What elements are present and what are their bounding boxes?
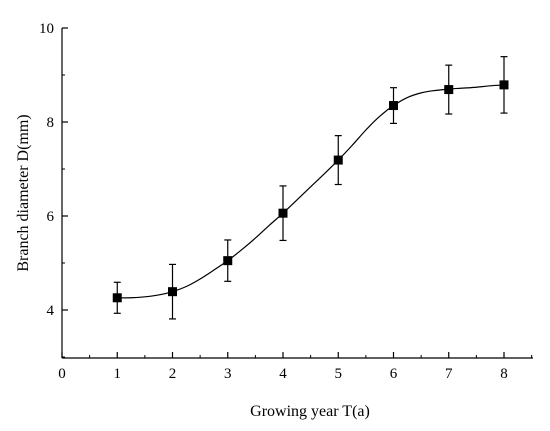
fit-curve-layer bbox=[117, 84, 505, 299]
data-point-group bbox=[223, 239, 233, 282]
x-tick-label: 3 bbox=[224, 366, 232, 382]
data-point-marker bbox=[389, 101, 398, 111]
y-tick-label: 4 bbox=[47, 303, 55, 319]
y-tick-label: 6 bbox=[47, 209, 55, 225]
x-tick-label: 6 bbox=[390, 366, 398, 382]
y-tick-label: 8 bbox=[47, 115, 55, 131]
fit-curve bbox=[117, 84, 505, 299]
x-tick-label: 4 bbox=[279, 366, 287, 382]
data-point-marker bbox=[168, 287, 177, 297]
y-tick-label: 10 bbox=[39, 21, 54, 37]
axes: 0 1 2 3 4 5 6 7 8 4 6 8 10 bbox=[39, 21, 533, 382]
x-tick-label: 0 bbox=[58, 366, 66, 382]
x-tick-label: 8 bbox=[500, 366, 508, 382]
data-point-group bbox=[112, 281, 122, 314]
data-point-group bbox=[444, 64, 454, 115]
x-tick-label: 5 bbox=[335, 366, 343, 382]
data-point-group bbox=[168, 263, 177, 320]
data-point-group bbox=[278, 185, 288, 242]
data-point-group bbox=[333, 135, 343, 186]
x-axis-title: Growing year T(a) bbox=[250, 403, 370, 420]
data-point-marker bbox=[112, 293, 122, 303]
data-point-marker bbox=[223, 256, 233, 266]
data-marks-layer bbox=[112, 56, 509, 320]
y-axis-title: Branch diameter D(mm) bbox=[15, 114, 32, 271]
x-tick-label: 7 bbox=[445, 366, 453, 382]
data-point-group bbox=[499, 56, 509, 114]
data-point-group bbox=[389, 87, 398, 125]
data-point-marker bbox=[333, 155, 343, 165]
data-point-marker bbox=[444, 85, 454, 95]
x-tick-label: 1 bbox=[114, 366, 122, 382]
data-point-marker bbox=[278, 208, 288, 218]
data-point-marker bbox=[499, 80, 509, 90]
x-tick-label: 2 bbox=[169, 366, 177, 382]
